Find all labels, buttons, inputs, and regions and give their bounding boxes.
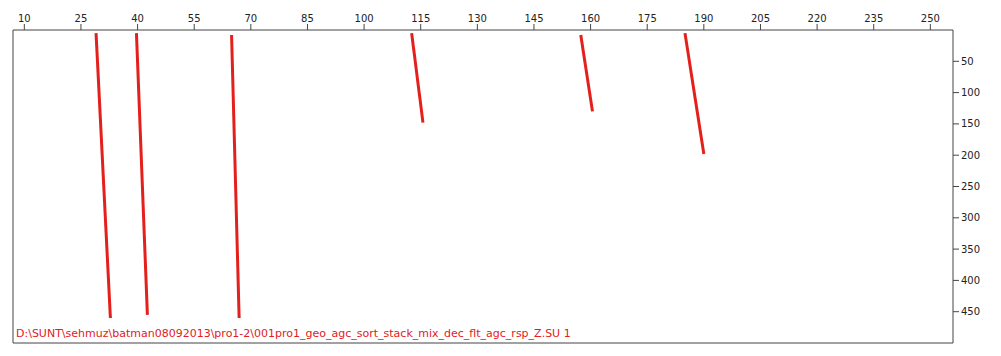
svg-text:205: 205	[751, 13, 770, 24]
svg-text:200: 200	[961, 150, 980, 161]
svg-text:55: 55	[188, 13, 201, 24]
svg-text:100: 100	[355, 13, 374, 24]
svg-text:40: 40	[131, 13, 144, 24]
html-text:D:\SUNT\sehmuz\batman08092013\: D:\SUNT\sehmuz\batman08092013\pro1-2\001…	[16, 327, 571, 340]
svg-text:50: 50	[961, 56, 974, 67]
svg-text:250: 250	[961, 181, 980, 192]
svg-text:70: 70	[244, 13, 257, 24]
svg-text:145: 145	[524, 13, 543, 24]
svg-text:190: 190	[694, 13, 713, 24]
svg-text:100: 100	[961, 87, 980, 98]
svg-text:300: 300	[961, 212, 980, 223]
svg-text:10: 10	[18, 13, 31, 24]
svg-text:220: 220	[808, 13, 827, 24]
svg-text:85: 85	[301, 13, 314, 24]
svg-text:400: 400	[961, 275, 980, 286]
svg-text:150: 150	[961, 118, 980, 129]
svg-text:350: 350	[961, 244, 980, 255]
svg-text:25: 25	[75, 13, 88, 24]
svg-text:160: 160	[581, 13, 600, 24]
svg-text:115: 115	[411, 13, 430, 24]
svg-text:130: 130	[468, 13, 487, 24]
svg-text:250: 250	[921, 13, 940, 24]
svg-text:235: 235	[864, 13, 883, 24]
svg-text:450: 450	[961, 306, 980, 317]
svg-text:175: 175	[638, 13, 657, 24]
